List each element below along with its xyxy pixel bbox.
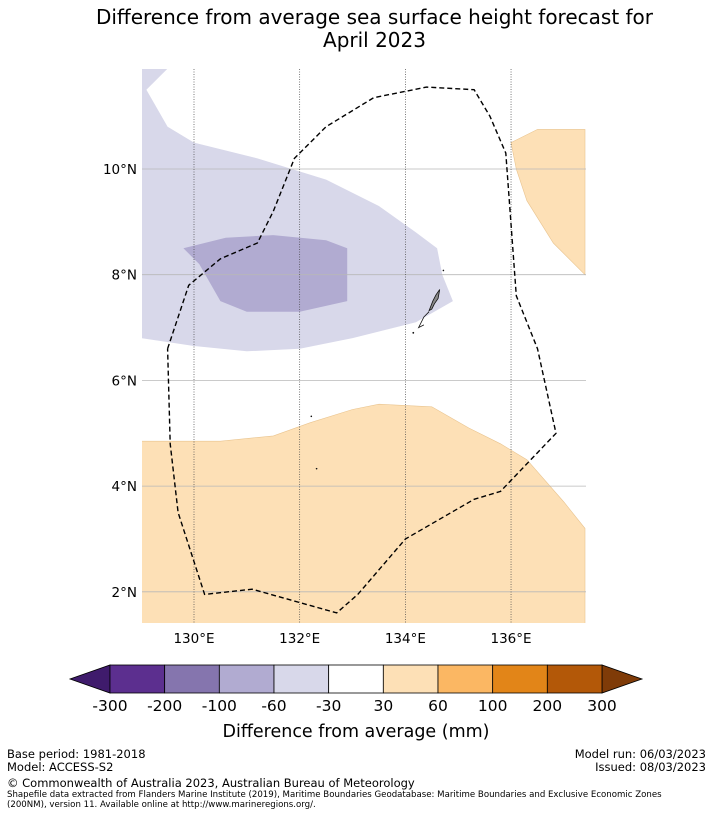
shapefile-credit-line-2: (200NM), version 11. Available online at…: [7, 800, 316, 810]
palau-islands: [428, 289, 441, 312]
eez-boundary-line: [166, 86, 557, 614]
colorbar-segment-1: [164, 664, 220, 694]
colorbar: -300 -200 -100 -60 -30 30 60 100 200 300 Differenc…: [68, 664, 644, 742]
title-line-1: Difference from average sea surface heig…: [95, 5, 654, 29]
model-run-text: Model run: 06/03/2023: [574, 747, 706, 761]
colorbar-segment-3: [273, 664, 330, 694]
issued-text: Issued: 08/03/2023: [595, 760, 706, 774]
regions-layer: [142, 69, 586, 623]
angaur-island: [412, 331, 415, 334]
lat-tick-label-4: 4°N: [112, 479, 137, 495]
colorbar-segment-8: [546, 664, 603, 694]
colorbar-segment-5: [382, 664, 439, 694]
tick-labels: 10°N 8°N 6°N 4°N 2°N 130°E 132°E 134°E 136°E: [103, 162, 532, 647]
colorbar-tick-3: -60: [261, 697, 286, 715]
colorbar-tick-9: 300: [587, 697, 617, 715]
lat-tick-label-10: 10°N: [103, 162, 137, 178]
palau-reef-outline: [417, 311, 430, 329]
colorbar-segment-4: [328, 664, 384, 694]
colorbar-segment-2: [218, 664, 275, 694]
chart-title: Difference from average sea surface heig…: [0, 6, 713, 52]
lon-tick-label-130: 130°E: [173, 631, 214, 647]
colorbar-tick-7: 100: [478, 697, 508, 715]
eez-layer: [166, 86, 557, 614]
colorbar-tick-4: -30: [316, 697, 341, 715]
colorbar-extend-low: [68, 664, 111, 694]
base-period-text: Base period: 1981-2018: [7, 747, 146, 761]
lon-tick-label-136: 136°E: [491, 631, 532, 647]
lon-tick-label-134: 134°E: [385, 631, 426, 647]
colorbar-tick-8: 200: [533, 697, 563, 715]
purple-region: [183, 235, 348, 312]
colorbar-tick-0: -300: [92, 697, 127, 715]
lat-tick-label-6: 6°N: [112, 373, 137, 389]
lon-tick-label-132: 132°E: [279, 631, 320, 647]
lat-tick-label-2: 2°N: [112, 585, 137, 601]
colorbar-title: Difference from average (mm): [222, 722, 489, 742]
copyright-text: © Commonwealth of Australia 2023, Austra…: [7, 776, 415, 790]
tobi-island: [315, 467, 318, 470]
kayangel-island: [442, 269, 445, 272]
tan-region-south: [142, 403, 586, 623]
colorbar-tick-5: 30: [373, 697, 393, 715]
land-layer: [310, 269, 445, 470]
colorbar-extend-high: [601, 664, 644, 694]
colorbar-segment-0: [109, 664, 166, 694]
lat-tick-label-8: 8°N: [112, 268, 137, 284]
gridlines: [142, 69, 586, 623]
colorbar-tick-1: -200: [147, 697, 182, 715]
title-line-2: April 2023: [323, 28, 426, 52]
shapefile-credit-line-1: Shapefile data extracted from Flanders M…: [7, 790, 662, 800]
tan-region-east: [510, 129, 586, 276]
model-text: Model: ACCESS-S2: [7, 760, 114, 774]
colorbar-segment-7: [492, 664, 548, 694]
colorbar-tick-6: 60: [428, 697, 448, 715]
colorbar-segment-6: [437, 664, 494, 694]
colorbar-tick-2: -100: [202, 697, 237, 715]
sonsorol-island: [310, 415, 313, 418]
